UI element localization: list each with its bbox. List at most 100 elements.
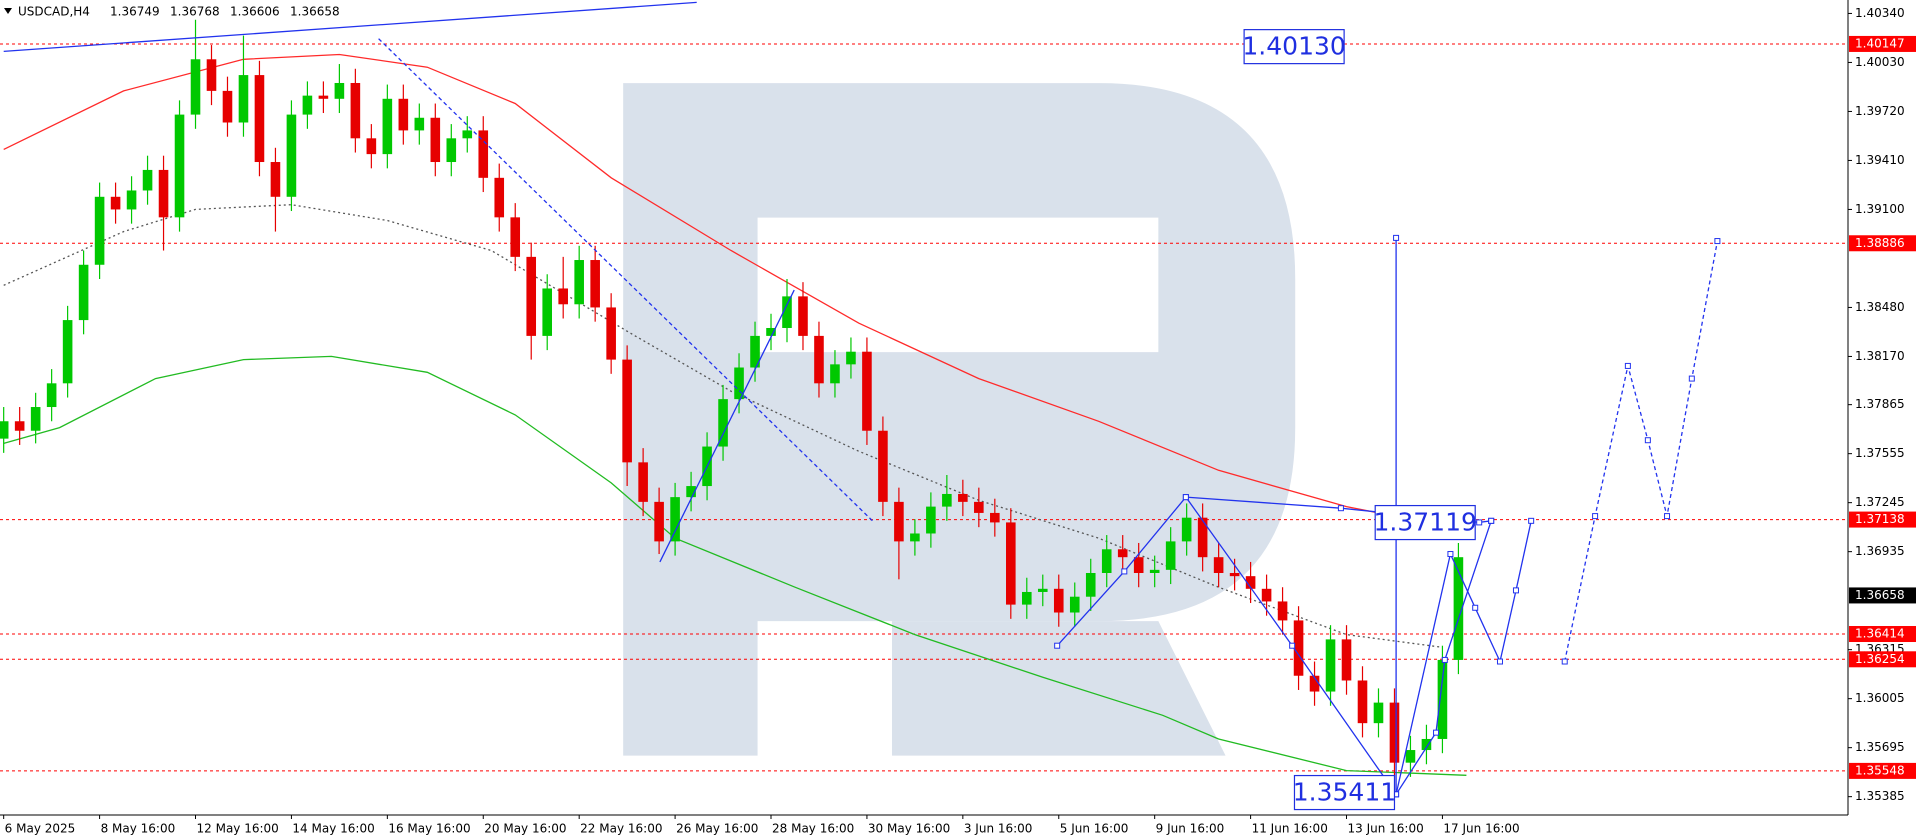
- candle-body: [622, 359, 632, 463]
- drawing-point: [1393, 234, 1400, 241]
- drawing-point: [1472, 604, 1479, 611]
- candle-body: [638, 462, 648, 502]
- y-tick-label: 1.37245: [1855, 495, 1905, 509]
- y-tick-label: 1.35385: [1855, 789, 1905, 803]
- candle-body: [62, 320, 73, 384]
- x-tick-label: 16 May 16:00: [388, 822, 470, 836]
- y-tick-label: 1.36005: [1855, 691, 1905, 705]
- candle-body: [126, 190, 137, 210]
- y-tick-label: 1.37865: [1855, 397, 1905, 411]
- level-tag-label: 1.38886: [1855, 236, 1905, 250]
- x-tick-label: 11 Jun 16:00: [1252, 822, 1328, 836]
- candle-body: [910, 533, 920, 542]
- y-tick-label: 1.38170: [1855, 349, 1905, 363]
- level-tag: [1849, 511, 1916, 528]
- low-value: 1.36606: [230, 5, 280, 19]
- annotation-box: [1293, 774, 1396, 811]
- candle-body: [1309, 675, 1320, 692]
- candle-body: [446, 138, 457, 163]
- y-tick-label: 1.39100: [1855, 202, 1905, 216]
- watermark-r: [623, 83, 1296, 756]
- candle-body: [974, 501, 984, 513]
- candle-body: [718, 399, 728, 447]
- drawing-point: [1476, 519, 1483, 526]
- candle-body: [350, 82, 361, 139]
- candle-body: [958, 493, 968, 502]
- candle-body: [1165, 541, 1176, 570]
- y-tick-label: 1.39720: [1855, 104, 1905, 118]
- header-toggle[interactable]: [4, 8, 12, 14]
- drawing-point: [1441, 656, 1448, 663]
- level-tag: [1849, 626, 1916, 643]
- candle-body: [382, 98, 393, 155]
- candle-body: [1085, 572, 1096, 597]
- drawing-point: [1528, 517, 1535, 524]
- candle-body: [334, 82, 345, 99]
- candle-body: [190, 59, 201, 115]
- open-value: 1.36749: [110, 5, 160, 19]
- candle-body: [494, 177, 505, 218]
- close-value: 1.36658: [290, 5, 340, 19]
- header: USDCAD,H4 1.36749 1.36768 1.36606 1.3665…: [18, 5, 340, 19]
- candle-body: [14, 421, 25, 431]
- candle-body: [78, 264, 89, 321]
- candle-body: [1389, 702, 1400, 763]
- candle-body: [462, 130, 473, 139]
- x-tick-label: 6 May 2025: [5, 822, 76, 836]
- level-tag-label: 1.40147: [1855, 36, 1905, 50]
- candle-body: [478, 130, 489, 178]
- candle-body: [110, 196, 121, 210]
- drawing-point: [1337, 505, 1344, 512]
- candle-body: [254, 75, 265, 163]
- drawing-point: [1121, 568, 1128, 575]
- candle-body: [1101, 549, 1112, 573]
- x-tick-label: 5 Jun 16:00: [1060, 822, 1129, 836]
- candle-body: [526, 256, 537, 336]
- candle-body: [1453, 557, 1464, 660]
- drawing-point: [1561, 658, 1568, 665]
- candle-body: [158, 169, 169, 218]
- candle-body: [1181, 517, 1192, 542]
- annotation-label: 1.37119: [1374, 508, 1477, 537]
- drawing-point: [1714, 238, 1721, 245]
- candle-body: [1245, 576, 1256, 589]
- candle-body: [590, 260, 600, 308]
- candle-body: [670, 497, 680, 542]
- watermark-r-leg: [891, 621, 1226, 756]
- drawing-point: [1512, 587, 1519, 594]
- x-tick-label: 9 Jun 16:00: [1156, 822, 1225, 836]
- candle-body: [1421, 738, 1432, 751]
- candle-body: [286, 114, 297, 197]
- candle-body: [1357, 680, 1368, 724]
- candle-body: [1405, 750, 1416, 763]
- drawing-point: [1592, 513, 1599, 520]
- candle-body: [142, 169, 153, 191]
- trend-drawing: [378, 38, 875, 523]
- annotation-label: 1.35411: [1293, 778, 1396, 807]
- candle-body: [1261, 588, 1272, 602]
- trend-drawing: [3, 1, 697, 53]
- candle-body: [398, 98, 409, 131]
- candle-body: [798, 296, 808, 336]
- candle-body: [878, 430, 888, 502]
- candle-body: [174, 114, 185, 218]
- candle-body: [1053, 588, 1064, 613]
- drawing-point: [1054, 642, 1061, 649]
- candle-body: [0, 421, 9, 439]
- moving-average: [3, 53, 1443, 527]
- candle-body: [1069, 596, 1080, 613]
- candle-body: [1437, 659, 1448, 739]
- annotation-label: 1.40130: [1242, 32, 1345, 61]
- candle-body: [1229, 572, 1240, 577]
- drawing-point: [1289, 642, 1296, 649]
- candle-body: [686, 486, 696, 498]
- candle-body: [46, 383, 57, 408]
- level-tag-label: 1.35548: [1855, 763, 1905, 777]
- x-tick-label: 14 May 16:00: [292, 822, 374, 836]
- y-tick-label: 1.38480: [1855, 300, 1905, 314]
- candle-body: [990, 512, 1000, 523]
- candle-body: [206, 59, 217, 91]
- trend-drawing: [659, 289, 795, 563]
- current-price-tag: [1849, 587, 1916, 604]
